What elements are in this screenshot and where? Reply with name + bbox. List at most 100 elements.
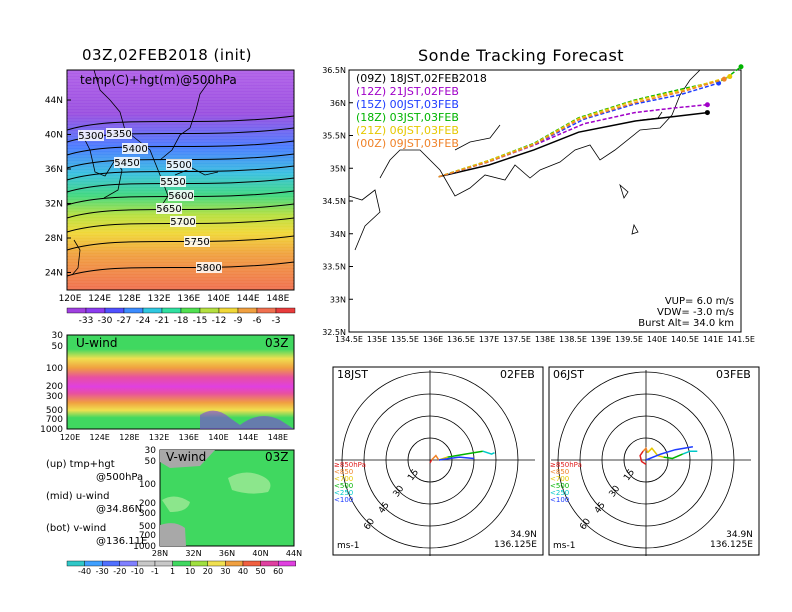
track-lon-tick: 141E <box>703 335 723 344</box>
temp-colorbar-label: -18 <box>174 316 189 326</box>
uwind-pressure-tick: 1000 <box>40 425 63 435</box>
track-lat-tick: 35N <box>330 164 346 173</box>
temp-colorbar-label: -30 <box>98 316 113 326</box>
legend-item-09z: (09Z) 18JST,02FEB2018 <box>356 72 487 85</box>
map-title: 03Z,02FEB2018 (init) <box>82 46 252 64</box>
vwind-gray-area <box>160 450 215 468</box>
tracking-title: Sonde Tracking Forecast <box>418 46 625 65</box>
vwind-pressure-tick: 50 <box>145 457 157 467</box>
track-end-marker <box>721 76 727 82</box>
vwind-label: V-wind <box>166 450 207 464</box>
hodo2-legend-850plus: ≥850hPa <box>550 461 582 469</box>
hodo-segment <box>447 450 483 458</box>
temperature-colorbar <box>66 307 296 314</box>
wind-colorbar-label: -30 <box>96 567 109 576</box>
wind-colorbar <box>66 560 297 567</box>
panel-notes: (up) tmp+hgt @500hPa (mid) u-wind @34.86N … <box>46 458 147 548</box>
contour-label: 5650 <box>156 204 181 215</box>
wind-colorbar-label: 40 <box>238 567 248 576</box>
legend-item-21z: (21Z) 06JST,03FEB <box>356 124 459 137</box>
vwind-pressure-tick: 700 <box>139 531 156 541</box>
uwind-lon-tick: 144E <box>238 433 258 442</box>
legend-item-00z: (00Z) 09JST,03FEB <box>356 137 459 150</box>
track-line <box>438 78 725 178</box>
vwind-lat-tick: 36N <box>219 549 235 558</box>
contour-label: 5450 <box>114 158 139 169</box>
uwind-pressure-tick: 500 <box>46 406 63 416</box>
hodo1-units: ms-1 <box>337 541 360 551</box>
wind-colorbar-label: -1 <box>151 567 159 576</box>
hodo-segment <box>430 454 440 461</box>
hodo1-legend-850plus: ≥850hPa <box>334 461 366 469</box>
tracking-map <box>348 69 742 333</box>
map-lon-tick: 144E <box>237 294 260 304</box>
uwind-lon-tick: 132E <box>149 433 169 442</box>
hodo2-time: 06JST <box>553 368 584 381</box>
sonde-params: VUP= 6.0 m/s VDW= -3.0 m/s Burst Alt= 34… <box>638 296 734 329</box>
uwind-lon-tick: 120E <box>60 433 80 442</box>
note-upper: (up) tmp+hgt @500hPa <box>46 459 144 483</box>
contour-label: 5600 <box>168 191 193 202</box>
track-end-marker <box>704 110 710 116</box>
track-lat-tick: 32.5N <box>322 328 346 337</box>
vwind-pressure-tick: 1000 <box>133 542 156 552</box>
contour-label: 5800 <box>196 263 221 274</box>
height-contour <box>66 235 295 251</box>
param-burst-alt: Burst Alt= 34.0 km <box>638 318 734 329</box>
temp-colorbar-label: -3 <box>272 316 281 326</box>
hodo1-legend-500: <500 <box>334 482 354 490</box>
hodo2-location: 34.9N 136.125E <box>710 530 753 550</box>
temp-colorbar-label: -24 <box>136 316 151 326</box>
temp-colorbar-label: -15 <box>193 316 208 326</box>
track-lat-tick: 33.5N <box>322 263 346 272</box>
height-contour <box>66 153 295 169</box>
map-lon-tick: 132E <box>148 294 171 304</box>
temp-colorbar-label: -27 <box>117 316 132 326</box>
track-lon-tick: 140.5E <box>671 335 699 344</box>
track-lat-tick: 36.5N <box>322 66 346 75</box>
hodo1-location: 34.9N 136.125E <box>494 530 537 550</box>
hodo2-units: ms-1 <box>553 541 576 551</box>
vwind-lat-tick: 32N <box>185 549 201 558</box>
hodograph-panel-1 <box>332 366 544 556</box>
hodo-segment <box>682 450 698 455</box>
contour-label: 5300 <box>78 131 103 142</box>
temp-colorbar-label: -12 <box>212 316 227 326</box>
vwind-gray-bottom <box>160 523 186 546</box>
wind-colorbar-label: -40 <box>78 567 91 576</box>
uwind-lon-tick: 136E <box>179 433 199 442</box>
map-lat-tick: 40N <box>45 131 63 141</box>
track-lon-tick: 138E <box>535 335 555 344</box>
contour-label: 5550 <box>160 177 185 188</box>
map-lat-tick: 36N <box>45 165 63 175</box>
track-line <box>438 111 708 178</box>
hodograph-panel-2 <box>548 366 760 556</box>
vwind-pressure-tick: 500 <box>139 522 156 532</box>
hodo1-date: 02FEB <box>500 368 535 381</box>
map-lat-tick: 28N <box>45 234 63 244</box>
uwind-low-feature <box>200 410 294 429</box>
wind-colorbar-label: 10 <box>185 567 195 576</box>
track-lon-tick: 137.5E <box>503 335 531 344</box>
height-contour <box>66 140 295 156</box>
wind-colorbar-label: -10 <box>131 567 144 576</box>
hodo1-time: 18JST <box>337 368 368 381</box>
wind-colorbar-label: 50 <box>256 567 266 576</box>
tracking-legend: (09Z) 18JST,02FEB2018 (12Z) 21JST,02FEB … <box>356 72 487 150</box>
vwind-pressure-tick: 30 <box>145 446 157 456</box>
hodo2-legend-500: <500 <box>550 482 570 490</box>
map-lat-tick: 32N <box>45 200 63 210</box>
temp-colorbar-label: -33 <box>79 316 94 326</box>
hodo1-legend: ≥850hPa <850 <700 <500 <250 <100 <box>334 462 366 504</box>
hodo1-legend-850: <850 <box>334 468 354 476</box>
note-middle: (mid) u-wind @34.86N <box>46 491 143 515</box>
track-lon-tick: 135.5E <box>391 335 419 344</box>
contour-label: 5750 <box>184 237 209 248</box>
track-lon-tick: 134.5E <box>335 335 363 344</box>
hodo-segment <box>639 450 647 466</box>
track-lat-tick: 34N <box>330 230 346 239</box>
param-vup: VUP= 6.0 m/s <box>664 296 734 307</box>
track-lon-tick: 138.5E <box>559 335 587 344</box>
temp-colorbar-label: -9 <box>234 316 243 326</box>
legend-item-12z: (12Z) 21JST,02FEB <box>356 85 459 98</box>
